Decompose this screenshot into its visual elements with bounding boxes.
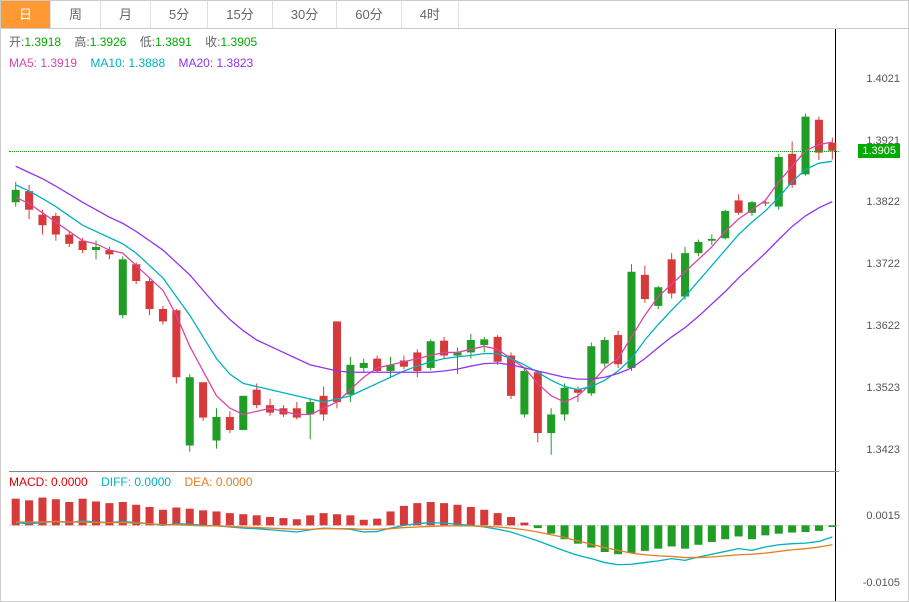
macd-y-tick: 0.0015 [866, 510, 900, 522]
y-tick: 1.3822 [866, 196, 900, 208]
candlestick-chart[interactable] [9, 67, 839, 461]
macd-chart[interactable] [9, 492, 839, 592]
tab-15分[interactable]: 15分 [208, 1, 272, 28]
y-tick: 1.3523 [866, 382, 900, 394]
close-value: 1.3905 [221, 35, 258, 49]
macd-panel: MACD: 0.0000 DIFF: 0.0000 DEA: 0.0000 [9, 471, 839, 591]
y-tick: 1.3722 [866, 258, 900, 270]
current-price-badge: 1.3905 [858, 144, 900, 158]
chart-container: 日周月5分15分30分60分4时 开:1.3918 高:1.3926 低:1.3… [0, 0, 909, 602]
tab-日[interactable]: 日 [1, 1, 51, 28]
tab-60分[interactable]: 60分 [337, 1, 401, 28]
close-label: 收: [205, 35, 220, 49]
tab-月[interactable]: 月 [101, 1, 151, 28]
y-tick: 1.3423 [866, 444, 900, 456]
macd-y-tick: -0.0105 [863, 577, 900, 589]
diff-label: DIFF: 0.0000 [101, 475, 171, 489]
macd-info-bar: MACD: 0.0000 DIFF: 0.0000 DEA: 0.0000 [9, 472, 839, 492]
high-value: 1.3926 [90, 35, 127, 49]
price-y-axis: 1.40211.39211.38221.37221.36221.35231.34… [840, 67, 900, 461]
low-value: 1.3891 [155, 35, 192, 49]
high-label: 高: [74, 35, 89, 49]
tab-30分[interactable]: 30分 [273, 1, 337, 28]
timeframe-tabs: 日周月5分15分30分60分4时 [1, 1, 908, 29]
open-label: 开: [9, 35, 24, 49]
macd-label: MACD: 0.0000 [9, 475, 88, 489]
tab-周[interactable]: 周 [51, 1, 101, 28]
y-tick: 1.4021 [866, 73, 900, 85]
open-value: 1.3918 [24, 35, 61, 49]
current-price-line [9, 151, 839, 152]
dea-label: DEA: 0.0000 [184, 475, 252, 489]
y-tick: 1.3622 [866, 320, 900, 332]
ohlc-bar: 开:1.3918 高:1.3926 低:1.3891 收:1.3905 [1, 29, 908, 54]
tab-5分[interactable]: 5分 [151, 1, 208, 28]
tab-4时[interactable]: 4时 [402, 1, 459, 28]
low-label: 低: [140, 35, 155, 49]
